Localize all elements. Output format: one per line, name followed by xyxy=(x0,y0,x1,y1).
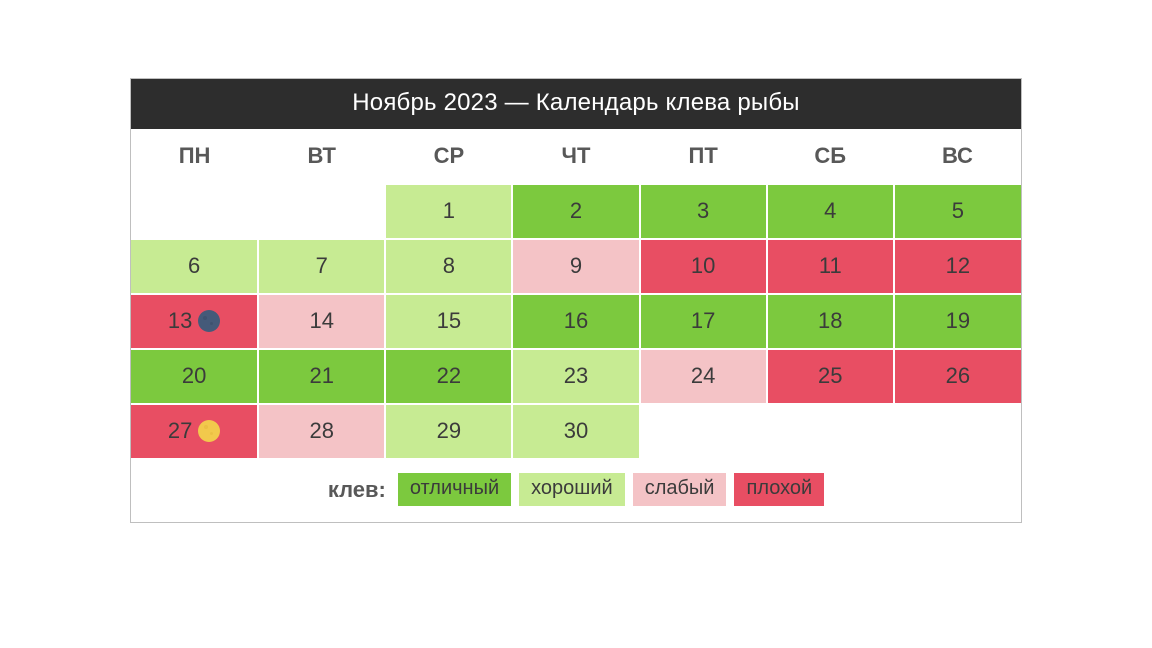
calendar-empty-cell xyxy=(131,185,258,239)
legend-chip-bad: плохой xyxy=(734,473,824,506)
calendar-title: Ноябрь 2023 — Календарь клева рыбы xyxy=(131,79,1021,129)
calendar-day-cell[interactable]: 11 xyxy=(767,239,894,294)
day-number: 19 xyxy=(946,308,970,333)
calendar-day-cell[interactable]: 17 xyxy=(640,294,767,349)
day-number: 21 xyxy=(309,363,333,388)
day-number: 23 xyxy=(564,363,588,388)
day-number: 6 xyxy=(188,253,200,278)
day-number: 28 xyxy=(309,418,333,443)
calendar-empty-cell xyxy=(894,404,1021,459)
calendar-day-cell[interactable]: 5 xyxy=(894,185,1021,239)
calendar-day-cell[interactable]: 29 xyxy=(385,404,512,459)
full-moon-icon xyxy=(198,420,220,442)
day-number: 11 xyxy=(819,253,842,278)
weekday-header: ЧТ xyxy=(512,129,639,185)
day-number: 5 xyxy=(952,198,964,223)
calendar-day-cell[interactable]: 6 xyxy=(131,239,258,294)
calendar-day-cell[interactable]: 4 xyxy=(767,185,894,239)
day-number: 14 xyxy=(309,308,333,333)
day-number: 18 xyxy=(818,308,842,333)
weekday-header: ПН xyxy=(131,129,258,185)
legend-chip-weak: слабый xyxy=(633,473,727,506)
weekday-header: СБ xyxy=(767,129,894,185)
calendar-day-cell[interactable]: 22 xyxy=(385,349,512,404)
day-number: 25 xyxy=(818,363,842,388)
day-number: 20 xyxy=(182,363,206,388)
day-number: 16 xyxy=(564,308,588,333)
calendar-day-cell[interactable]: 1 xyxy=(385,185,512,239)
calendar-table: ПН ВТ СР ЧТ ПТ СБ ВС 1234567891011121314… xyxy=(131,129,1021,522)
day-number: 17 xyxy=(691,308,715,333)
day-number: 22 xyxy=(437,363,461,388)
calendar-day-cell[interactable]: 14 xyxy=(258,294,385,349)
day-number: 1 xyxy=(443,198,455,223)
calendar-day-cell[interactable]: 18 xyxy=(767,294,894,349)
legend-chip-excellent: отличный xyxy=(398,473,511,506)
calendar-day-cell[interactable]: 27 xyxy=(131,404,258,459)
calendar-day-cell[interactable]: 7 xyxy=(258,239,385,294)
weekday-header: СР xyxy=(385,129,512,185)
calendar-day-cell[interactable]: 30 xyxy=(512,404,639,459)
weekday-header-row: ПН ВТ СР ЧТ ПТ СБ ВС xyxy=(131,129,1021,185)
day-number: 10 xyxy=(691,253,715,278)
calendar-day-cell[interactable]: 25 xyxy=(767,349,894,404)
day-number: 29 xyxy=(437,418,461,443)
day-number: 27 xyxy=(168,418,192,443)
calendar-day-cell[interactable]: 20 xyxy=(131,349,258,404)
weekday-header: ВС xyxy=(894,129,1021,185)
day-number: 30 xyxy=(564,418,588,443)
calendar-week-row: 6 7 8 9 10 11 12 xyxy=(131,239,1021,294)
legend-row: клев: отличныйхорошийслабыйплохой xyxy=(131,459,1021,521)
day-number: 3 xyxy=(697,198,709,223)
legend: клев: отличныйхорошийслабыйплохой xyxy=(328,473,824,506)
day-number: 2 xyxy=(570,198,582,223)
calendar-day-cell[interactable]: 15 xyxy=(385,294,512,349)
calendar-day-cell[interactable]: 10 xyxy=(640,239,767,294)
calendar-empty-cell xyxy=(640,404,767,459)
calendar-week-row: 20 21 22 23 24 25 26 xyxy=(131,349,1021,404)
calendar-empty-cell xyxy=(258,185,385,239)
legend-chip-good: хороший xyxy=(519,473,625,506)
day-number: 15 xyxy=(437,308,461,333)
calendar-day-cell[interactable]: 16 xyxy=(512,294,639,349)
day-number: 7 xyxy=(316,253,328,278)
weekday-header: ПТ xyxy=(640,129,767,185)
calendar-day-cell[interactable]: 2 xyxy=(512,185,639,239)
calendar-day-cell[interactable]: 21 xyxy=(258,349,385,404)
new-moon-icon xyxy=(198,310,220,332)
calendar-day-cell[interactable]: 12 xyxy=(894,239,1021,294)
day-number: 13 xyxy=(168,308,192,333)
day-number: 4 xyxy=(824,198,836,223)
calendar-day-cell[interactable]: 26 xyxy=(894,349,1021,404)
calendar-week-row: 27 28 29 30 xyxy=(131,404,1021,459)
calendar-day-cell[interactable]: 24 xyxy=(640,349,767,404)
calendar-day-cell[interactable]: 23 xyxy=(512,349,639,404)
calendar-day-cell[interactable]: 9 xyxy=(512,239,639,294)
day-number: 26 xyxy=(946,363,970,388)
weekday-header: ВТ xyxy=(258,129,385,185)
calendar-day-cell[interactable]: 3 xyxy=(640,185,767,239)
calendar-day-cell[interactable]: 8 xyxy=(385,239,512,294)
calendar-day-cell[interactable]: 13 xyxy=(131,294,258,349)
fishing-calendar: Ноябрь 2023 — Календарь клева рыбы ПН ВТ… xyxy=(130,78,1022,523)
calendar-week-row: 1 2 3 4 5 xyxy=(131,185,1021,239)
day-number: 24 xyxy=(691,363,715,388)
calendar-empty-cell xyxy=(767,404,894,459)
day-number: 9 xyxy=(570,253,582,278)
calendar-day-cell[interactable]: 19 xyxy=(894,294,1021,349)
day-number: 12 xyxy=(946,253,970,278)
day-number: 8 xyxy=(443,253,455,278)
calendar-day-cell[interactable]: 28 xyxy=(258,404,385,459)
calendar-week-row: 13 14 15 16 17 18 19 xyxy=(131,294,1021,349)
legend-label: клев: xyxy=(328,477,386,503)
